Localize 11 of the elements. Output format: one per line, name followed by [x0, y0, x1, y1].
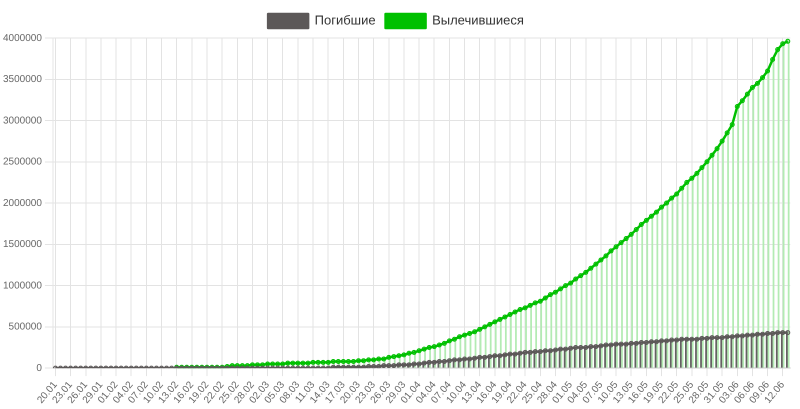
y-tick-label: 2500000	[2, 156, 42, 168]
y-tick-label: 2000000	[2, 198, 42, 209]
y-tick-label: 0	[36, 362, 42, 374]
y-tick-label: 4000000	[2, 32, 42, 44]
y-tick-label: 3000000	[2, 115, 42, 126]
y-tick-label: 1000000	[2, 280, 42, 292]
y-tick-label: 3500000	[2, 74, 42, 86]
y-tick-label: 500000	[8, 322, 42, 333]
y-tick-label: 1500000	[2, 239, 42, 250]
legend-label: Погибшие	[314, 12, 376, 28]
legend-label: Вылечившиеся	[432, 12, 524, 28]
